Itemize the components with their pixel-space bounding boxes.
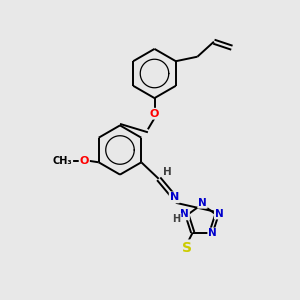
Text: H: H — [172, 214, 181, 224]
Text: S: S — [182, 241, 192, 254]
Text: H: H — [163, 167, 172, 177]
Text: methoxy: methoxy — [63, 160, 69, 161]
Text: N: N — [180, 209, 189, 220]
Text: N: N — [170, 192, 179, 203]
Text: N: N — [215, 208, 224, 219]
Text: O: O — [150, 109, 159, 119]
Text: N: N — [198, 198, 207, 208]
Text: CH₃: CH₃ — [53, 156, 73, 166]
Text: N: N — [208, 228, 217, 239]
Text: O: O — [80, 156, 89, 166]
